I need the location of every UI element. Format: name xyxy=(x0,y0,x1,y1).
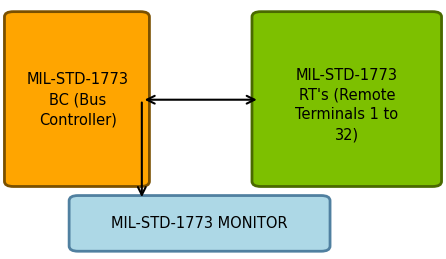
FancyBboxPatch shape xyxy=(69,196,330,251)
Text: MIL-STD-1773 MONITOR: MIL-STD-1773 MONITOR xyxy=(112,216,288,231)
Text: MIL-STD-1773
BC (Bus
Controller): MIL-STD-1773 BC (Bus Controller) xyxy=(27,73,129,127)
FancyBboxPatch shape xyxy=(4,12,149,186)
FancyBboxPatch shape xyxy=(252,12,442,186)
Text: MIL-STD-1773
RT's (Remote
Terminals 1 to
32): MIL-STD-1773 RT's (Remote Terminals 1 to… xyxy=(295,68,399,142)
